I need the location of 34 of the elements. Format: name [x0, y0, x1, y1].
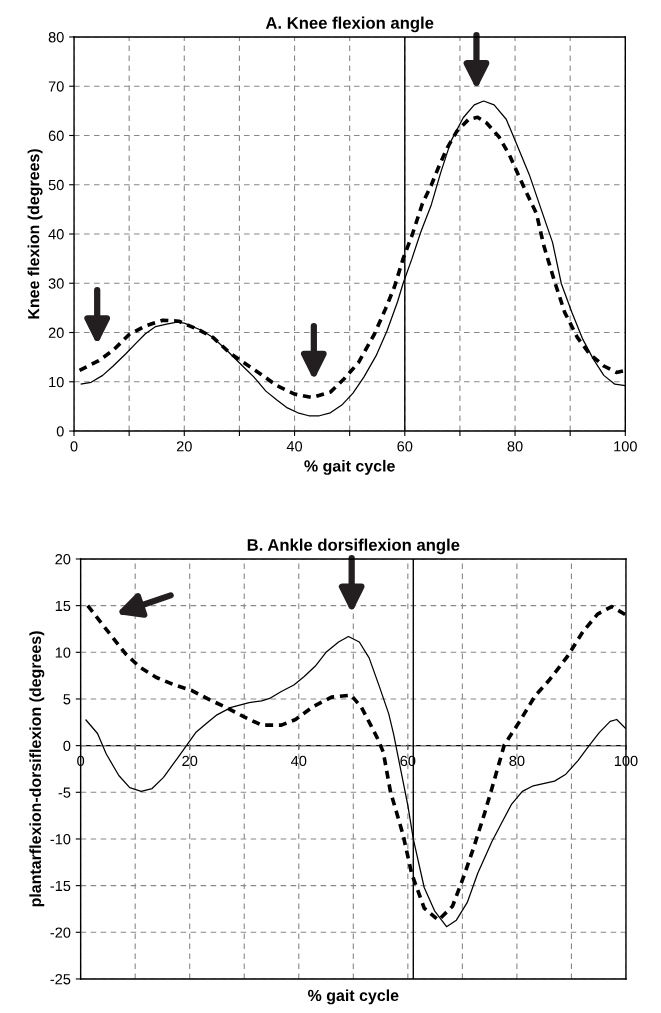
y-tick-label: 20 — [48, 327, 64, 338]
chart-title: A. Knee flexion angle — [265, 16, 434, 33]
y-tick-label: 5 — [63, 694, 71, 705]
y-tick-label: 40 — [48, 229, 64, 240]
y-tick-label: 50 — [48, 179, 64, 191]
y-tick-label: -5 — [58, 787, 71, 798]
y-tick-label: -10 — [50, 834, 71, 845]
y-tick-label: 30 — [48, 278, 64, 289]
y-tick-label: -15 — [50, 880, 71, 892]
x-tick-label: 60 — [397, 441, 413, 452]
y-tick-label: 15 — [55, 600, 71, 612]
x-tick-label: 80 — [509, 755, 525, 767]
x-tick-label: 20 — [182, 755, 198, 767]
y-tick-label: 0 — [63, 740, 71, 752]
y-tick-label: 70 — [48, 81, 64, 92]
x-tick-label: 40 — [286, 441, 303, 452]
y-tick-label: 0 — [56, 426, 64, 437]
y-tick-label: 10 — [49, 376, 64, 388]
y-tick-label: 10 — [55, 647, 71, 658]
y-axis-title: Knee flexion (degrees) — [27, 149, 43, 319]
y-tick-label: 60 — [48, 130, 64, 141]
y-tick-label: 80 — [48, 32, 64, 43]
x-axis-title: % gait cycle — [304, 459, 395, 475]
x-tick-label: 80 — [507, 441, 523, 452]
x-tick-label: 40 — [291, 755, 307, 767]
y-axis-title: plantarflexion-dorsiflexion (degrees) — [29, 631, 45, 907]
chart-title: B. Ankle dorsiflexion angle — [247, 538, 460, 555]
x-axis-title: % gait cycle — [307, 989, 399, 1005]
y-tick-label: 20 — [55, 554, 71, 565]
y-tick-label: -20 — [50, 927, 71, 938]
x-tick-label: 0 — [70, 441, 78, 452]
x-tick-label: 20 — [176, 441, 192, 452]
y-tick-label: -25 — [50, 974, 71, 985]
x-tick-label: 100 — [614, 441, 637, 452]
